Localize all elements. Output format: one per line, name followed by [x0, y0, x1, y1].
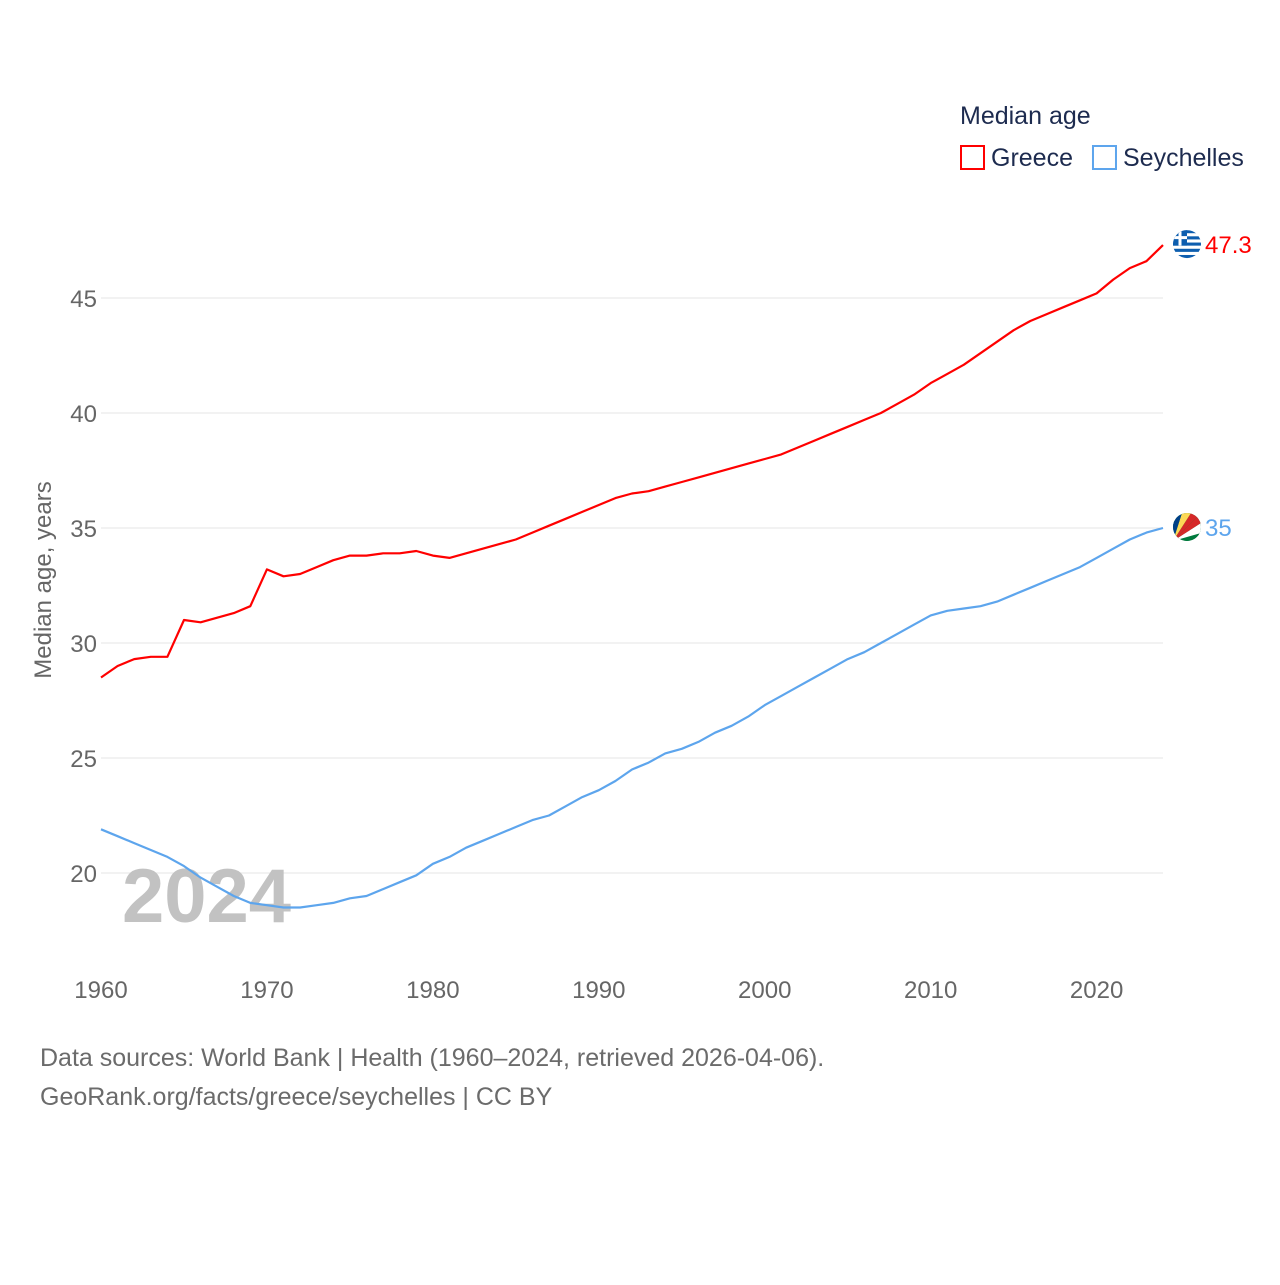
y-tick-label: 25 — [70, 746, 97, 773]
legend-item-seychelles[interactable]: Seychelles — [1091, 144, 1244, 172]
attribution-link[interactable]: GeoRank.org/facts/greece/seychelles | CC… — [40, 1083, 553, 1111]
x-tick-label: 2020 — [1070, 977, 1123, 1004]
seychelles-flag-icon — [1173, 513, 1201, 541]
x-tick-label: 1980 — [406, 977, 459, 1004]
series-line-greece — [100, 244, 1164, 679]
y-tick-label: 45 — [70, 286, 97, 313]
x-tick-label: 1970 — [240, 977, 293, 1004]
year-watermark: 2024 — [122, 854, 291, 939]
legend-swatch — [1091, 145, 1117, 170]
data-source-text: Data sources: World Bank | Health (1960–… — [40, 1044, 825, 1072]
x-tick-label: 1960 — [74, 977, 127, 1004]
y-tick-label: 20 — [70, 861, 97, 888]
y-tick-label: 35 — [70, 516, 97, 543]
legend-label: Seychelles — [1123, 144, 1244, 172]
legend-title: Median age — [960, 102, 1091, 130]
end-value-label-greece: 47.3 — [1205, 232, 1252, 259]
x-tick-label: 2010 — [904, 977, 957, 1004]
y-tick-label: 40 — [70, 401, 97, 428]
series-line-seychelles — [100, 526, 1164, 909]
x-tick-label: 2000 — [738, 977, 791, 1004]
legend-swatch — [960, 145, 985, 170]
greece-flag-icon — [1173, 230, 1201, 259]
y-tick-label: 30 — [70, 631, 97, 658]
legend-item-greece[interactable]: Greece — [960, 144, 1073, 172]
end-value-label-seychelles: 35 — [1205, 515, 1232, 542]
x-tick-label: 1990 — [572, 977, 625, 1004]
legend-label: Greece — [991, 144, 1073, 172]
y-axis-label: Median age, years — [30, 481, 57, 678]
